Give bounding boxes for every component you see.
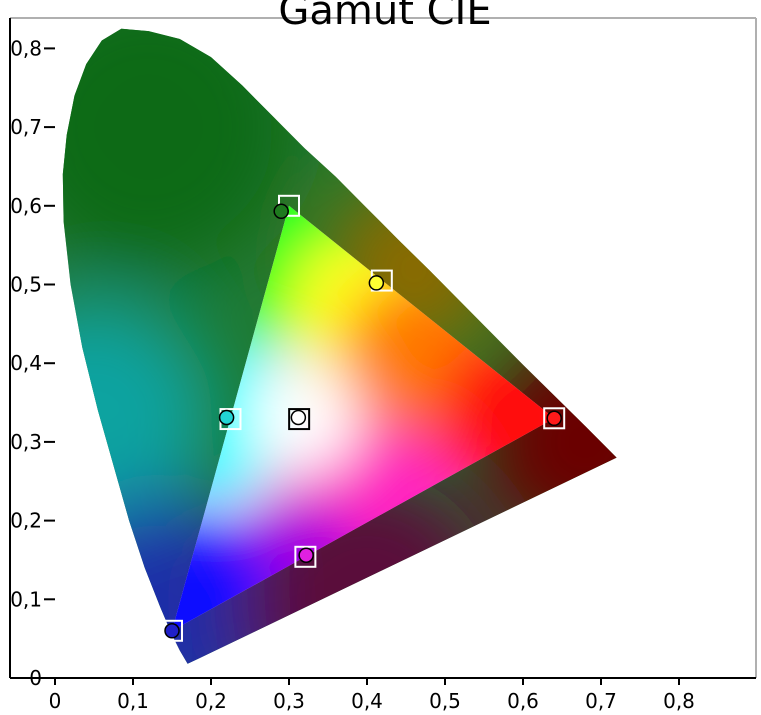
measured-markers xyxy=(164,203,562,639)
measured-point-marker xyxy=(298,547,314,563)
measured-point-marker xyxy=(290,409,307,426)
x-tick-label: 0,8 xyxy=(663,689,695,713)
x-tick-label: 0,7 xyxy=(585,689,617,713)
target-square-marker xyxy=(294,545,317,568)
x-tick-label: 0,6 xyxy=(507,689,539,713)
y-tick-label: 0,4 xyxy=(10,351,42,375)
x-tick-label: 0,4 xyxy=(351,689,383,713)
x-tick-label: 0,2 xyxy=(195,689,227,713)
measured-point-marker xyxy=(164,623,180,639)
y-tick-label: 0,6 xyxy=(10,194,42,218)
measured-point-marker xyxy=(218,409,235,426)
y-axis-ticks: 0 0,1 0,2 0,3 0,4 0,5 0,6 0,7 0,8 xyxy=(10,36,55,690)
x-tick-label: 0,1 xyxy=(117,689,149,713)
x-axis-ticks: 0 0,1 0,2 0,3 0,4 0,5 0,6 0,7 0,8 xyxy=(49,678,695,713)
measured-point-marker xyxy=(273,203,289,220)
y-tick-label: 0,7 xyxy=(10,115,42,139)
y-tick-label: 0,5 xyxy=(10,273,42,297)
x-tick-label: 0,3 xyxy=(273,689,305,713)
y-tick-label: 0,1 xyxy=(10,587,42,611)
measured-point-marker xyxy=(368,275,385,291)
target-square-marker xyxy=(161,619,183,642)
y-tick-label: 0,2 xyxy=(10,509,42,533)
target-square-marker xyxy=(543,407,566,430)
target-square-marker xyxy=(288,408,311,431)
x-tick-label: 0,5 xyxy=(429,689,461,713)
chart-title: Gamut CIE xyxy=(278,0,491,34)
measured-point-marker xyxy=(546,410,562,427)
y-tick-label: 0,3 xyxy=(10,430,42,454)
x-tick-label: 0 xyxy=(49,689,62,713)
y-tick-label: 0 xyxy=(29,666,42,690)
y-tick-label: 0,8 xyxy=(10,36,42,60)
